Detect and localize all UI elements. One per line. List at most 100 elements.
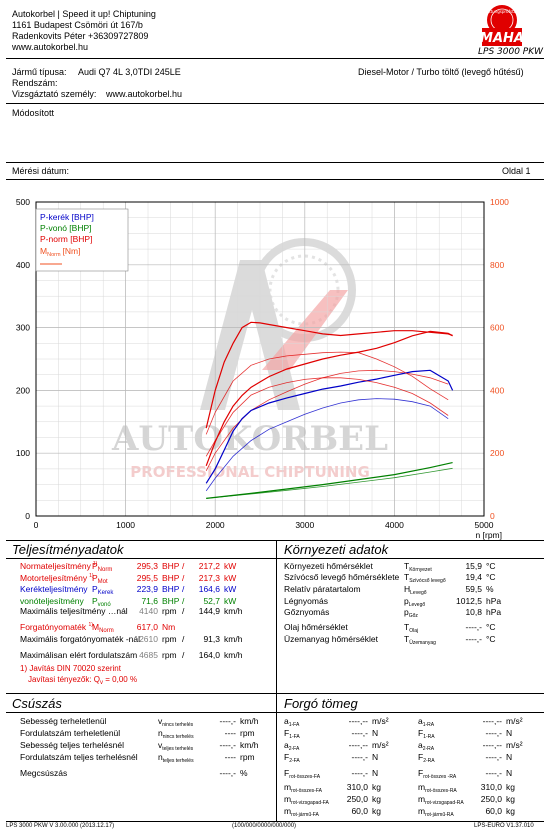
footer-center: (100/000/0000/000/000) xyxy=(232,823,297,829)
mass-row-symbol-sub: rot-jármű-RA xyxy=(425,812,454,818)
page-number: Oldal 1 xyxy=(502,166,531,176)
environment-row-symbol: HLevegő xyxy=(404,584,427,596)
mass-row-unit: N xyxy=(506,752,513,762)
watermark-letter-a xyxy=(200,260,300,410)
mass-row-symbol-sub: 2-FA xyxy=(289,758,300,764)
y-right-tick-label: 600 xyxy=(490,323,504,333)
environment-row-symbol-sub: Olaj xyxy=(409,628,419,634)
logo-text: MAHA xyxy=(480,31,524,46)
performance-row-label: Normateljesítmény 1) xyxy=(20,561,97,571)
legend-m-unit: [Nm] xyxy=(63,246,81,256)
torque-unit: Nm xyxy=(162,622,176,632)
slash: / xyxy=(182,634,185,644)
mass-row-value: ----,- xyxy=(485,768,502,778)
mass-row-value: ----,-- xyxy=(348,740,368,750)
mass-row-symbol-main: m xyxy=(418,782,426,792)
mass-row-value: 250,0 xyxy=(346,794,368,804)
mass-row-symbol-main: F xyxy=(418,768,424,778)
mass-row-unit: m/s² xyxy=(506,716,523,726)
slip-row-unit: rpm xyxy=(240,752,255,762)
mass-row-symbol-main: F xyxy=(418,752,424,762)
slash: / xyxy=(182,595,185,606)
environment-row-label: Üzemanyag hőmérséklet xyxy=(284,634,379,644)
y-left-tick-label: 0 xyxy=(25,511,30,521)
performance-row-symbol-main: P xyxy=(92,584,98,594)
performance-row-value1: 295,5 xyxy=(136,572,158,583)
mass-row-unit: kg xyxy=(506,806,515,816)
mass-row-symbol-main: a xyxy=(418,740,423,750)
environment-row-symbol: TSzívócső levegő xyxy=(404,572,446,584)
plot-frame xyxy=(35,201,485,517)
environment-row-value: 59,5 xyxy=(465,584,482,594)
vehicle-type-value: Audi Q7 4L 3,0TDI 245LE xyxy=(78,67,181,77)
performance-row-unit2: kW xyxy=(224,595,237,606)
speed-unit: km/h xyxy=(224,606,243,616)
mass-row-value: ----,-- xyxy=(482,740,502,750)
y-left-tick-label: 400 xyxy=(16,260,30,270)
footer-right: LPS-EURO V1.37.010 xyxy=(474,823,534,829)
performance-row-unit2: kW xyxy=(224,572,237,583)
x-tick-label: 5000 xyxy=(475,520,494,530)
performance-row-value1: 295,3 xyxy=(136,561,158,571)
y-right-tick-label: 800 xyxy=(490,260,504,270)
environment-row-symbol-main: T xyxy=(404,634,410,644)
environment-row-symbol-sub: Levegő xyxy=(410,590,427,596)
environment-row-value: ----,- xyxy=(465,622,482,632)
performance-row-unit1: BHP xyxy=(162,595,180,606)
x-tick-label: 0 xyxy=(34,520,39,530)
mass-row-symbol-main: m xyxy=(284,806,292,816)
performance-row-text: vonóteljesítmény xyxy=(20,595,84,606)
slip-row-label: Fordulatszám teljes terhelésnél xyxy=(20,752,138,762)
mass-row-symbol: Frot-összes -RA xyxy=(418,768,456,780)
slip-row-value: ----,- xyxy=(219,716,236,726)
mass-row-symbol-sub: rot-összes-FA xyxy=(289,774,321,780)
mass-row-unit: N xyxy=(506,768,513,778)
slip-row-unit: km/h xyxy=(240,740,259,750)
mass-row-unit: m/s² xyxy=(372,740,389,750)
mass-title: Forgó tömeg xyxy=(284,696,358,711)
mass-row-value: ----,- xyxy=(485,752,502,762)
mass-row-unit: m/s² xyxy=(506,740,523,750)
mass-row-symbol: F1-RA xyxy=(418,728,435,740)
mass-row-symbol-main: a xyxy=(284,716,289,726)
torque-symbol: MNorm xyxy=(92,622,114,634)
divider xyxy=(6,58,544,59)
performance-row-label: vonóteljesítmény xyxy=(20,596,86,606)
performance-row-symbol: PNorm xyxy=(92,561,112,574)
slip-row-symbol-main: v xyxy=(158,716,163,726)
mass-row-symbol: a2-RA xyxy=(418,740,434,752)
mass-row-unit: N xyxy=(372,728,379,738)
series-line-3 xyxy=(205,398,449,492)
legend-p-vono: P-vonó [BHP] xyxy=(40,223,92,233)
footer-left: LPS 3000 PKW V 3.00.000 (2013.12.17) xyxy=(6,823,115,829)
mass-row-symbol-sub: 1-RA xyxy=(422,722,435,728)
slash: / xyxy=(182,650,185,660)
performance-row-symbol-sub: Mot xyxy=(97,578,108,585)
max-power-rpm: 4140 xyxy=(139,606,158,616)
mass-row-symbol-main: m xyxy=(418,794,426,804)
environment-row-symbol-sub: Gőz xyxy=(408,613,418,619)
mass-row-value: ----,- xyxy=(351,752,368,762)
y-left-tick-label: 300 xyxy=(16,323,30,333)
environment-row-value: 15,9 xyxy=(465,561,482,571)
mass-row-value: ----,-- xyxy=(482,716,502,726)
mass-row-symbol-main: F xyxy=(284,728,290,738)
company-website: www.autokorbel.hu xyxy=(12,42,89,52)
mass-row-symbol-main: a xyxy=(284,740,289,750)
environment-row-symbol-main: T xyxy=(404,572,410,582)
environment-row-value: ----,- xyxy=(465,634,482,644)
rpm-unit: rpm xyxy=(162,650,177,660)
series-line-6 xyxy=(205,321,453,429)
maha-logo: Leistungsprüfstand MAHA xyxy=(480,5,524,46)
max-torque-rpm: 2610 xyxy=(139,634,158,644)
mass-row-symbol-main: F xyxy=(418,728,424,738)
mass-row-unit: m/s² xyxy=(372,716,389,726)
slash: / xyxy=(182,584,185,594)
environment-row-value: 10,8 xyxy=(465,607,482,617)
mass-row-value: 310,0 xyxy=(346,782,368,792)
slip-row-value: ----,- xyxy=(219,768,236,778)
legend-m-sub: Norm xyxy=(47,252,61,258)
badge-text: Leistungsprüfstand xyxy=(483,9,522,14)
environment-row-symbol-sub: Üzemanyag xyxy=(409,640,436,646)
environment-row-unit: °C xyxy=(486,634,496,644)
